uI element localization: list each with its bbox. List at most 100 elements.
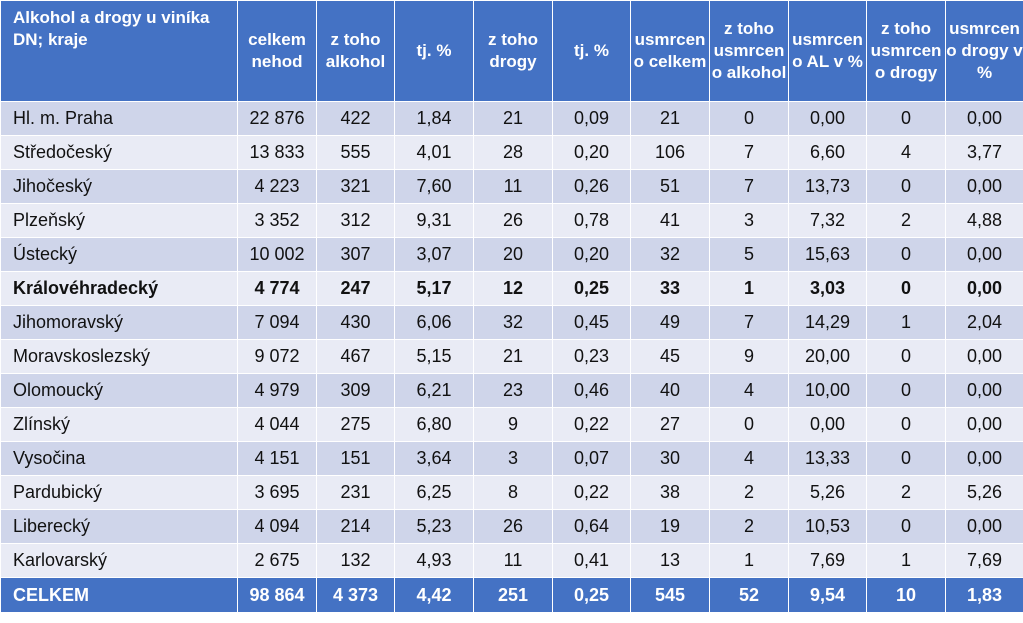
cell-killed-drugs-pct: 2,04 [945, 305, 1023, 340]
cell-drugs-pct: 0,25 [552, 271, 631, 306]
cell-total-accidents: 13 833 [237, 135, 317, 170]
cell-drugs-pct: 0,20 [552, 135, 631, 170]
header-alcohol-pct: tj. % [394, 0, 474, 102]
cell-killed-drugs: 1 [866, 305, 946, 340]
cell-total-accidents: 4 151 [237, 441, 317, 476]
cell-alcohol-pct: 5,15 [394, 339, 474, 374]
cell-killed-drugs: 1 [866, 543, 946, 578]
cell-killed-drugs: 0 [866, 509, 946, 544]
total-alcohol-pct: 4,42 [394, 577, 474, 613]
cell-killed-drugs-pct: 0,00 [945, 509, 1023, 544]
cell-drugs-pct: 0,23 [552, 339, 631, 374]
header-alcohol: z toho alkohol [316, 0, 395, 102]
total-region: CELKEM [0, 577, 238, 613]
cell-killed-drugs-pct: 0,00 [945, 271, 1023, 306]
cell-killed-drugs-pct: 0,00 [945, 441, 1023, 476]
cell-killed-drugs-pct: 0,00 [945, 373, 1023, 408]
cell-total-accidents: 4 094 [237, 509, 317, 544]
cell-drugs: 8 [473, 475, 553, 510]
cell-drugs-pct: 0,64 [552, 509, 631, 544]
cell-alcohol: 422 [316, 101, 395, 136]
cell-alcohol: 312 [316, 203, 395, 238]
cell-killed-total: 40 [630, 373, 710, 408]
cell-killed-drugs: 0 [866, 441, 946, 476]
cell-alcohol: 467 [316, 339, 395, 374]
cell-killed-alcohol-pct: 13,73 [788, 169, 867, 204]
cell-killed-alcohol: 0 [709, 407, 789, 442]
cell-region: Ústecký [0, 237, 238, 272]
table-row: Královéhradecký 4 774 247 5,17 12 0,25 33 1 3,03… [0, 271, 1023, 306]
header-killed-drugs: z toho usmrcen o drogy [866, 0, 946, 102]
cell-alcohol-pct: 3,64 [394, 441, 474, 476]
cell-alcohol-pct: 5,17 [394, 271, 474, 306]
cell-killed-drugs: 0 [866, 407, 946, 442]
cell-drugs: 20 [473, 237, 553, 272]
cell-killed-total: 19 [630, 509, 710, 544]
cell-region: Moravskoslezský [0, 339, 238, 374]
cell-region: Středočeský [0, 135, 238, 170]
cell-drugs: 11 [473, 169, 553, 204]
header-killed-alcohol: z toho usmrcen o alkohol [709, 0, 789, 102]
total-row: CELKEM 98 864 4 373 4,42 251 0,25 545 52 9,54 10 1… [0, 577, 1023, 613]
cell-drugs-pct: 0,22 [552, 407, 631, 442]
cell-killed-alcohol: 7 [709, 169, 789, 204]
cell-killed-drugs: 2 [866, 475, 946, 510]
cell-drugs: 21 [473, 339, 553, 374]
table-row: Moravskoslezský 9 072 467 5,15 21 0,23 45 9 20,0… [0, 339, 1023, 374]
cell-alcohol: 151 [316, 441, 395, 476]
cell-killed-total: 32 [630, 237, 710, 272]
cell-drugs: 11 [473, 543, 553, 578]
total-alcohol: 4 373 [316, 577, 395, 613]
cell-region: Jihočeský [0, 169, 238, 204]
cell-killed-alcohol-pct: 20,00 [788, 339, 867, 374]
cell-killed-alcohol-pct: 5,26 [788, 475, 867, 510]
header-killed-alcohol-pct: usmrcen o AL v % [788, 0, 867, 102]
cell-alcohol: 309 [316, 373, 395, 408]
cell-killed-alcohol: 2 [709, 475, 789, 510]
cell-killed-total: 106 [630, 135, 710, 170]
cell-drugs: 21 [473, 101, 553, 136]
cell-drugs-pct: 0,26 [552, 169, 631, 204]
cell-region: Olomoucký [0, 373, 238, 408]
cell-alcohol: 231 [316, 475, 395, 510]
cell-killed-alcohol-pct: 7,69 [788, 543, 867, 578]
cell-killed-drugs: 0 [866, 339, 946, 374]
cell-killed-alcohol-pct: 15,63 [788, 237, 867, 272]
cell-killed-alcohol: 3 [709, 203, 789, 238]
cell-killed-alcohol-pct: 0,00 [788, 101, 867, 136]
cell-killed-total: 41 [630, 203, 710, 238]
header-killed-drugs-pct: usmrcen o drogy v % [945, 0, 1023, 102]
cell-killed-total: 51 [630, 169, 710, 204]
cell-region: Zlínský [0, 407, 238, 442]
cell-drugs: 9 [473, 407, 553, 442]
table-row: Liberecký 4 094 214 5,23 26 0,64 19 2 10,53 0 0,00 [0, 509, 1023, 544]
cell-killed-alcohol: 5 [709, 237, 789, 272]
cell-killed-drugs: 2 [866, 203, 946, 238]
cell-alcohol: 321 [316, 169, 395, 204]
cell-killed-alcohol: 1 [709, 543, 789, 578]
cell-drugs-pct: 0,46 [552, 373, 631, 408]
cell-killed-drugs: 0 [866, 237, 946, 272]
cell-killed-alcohol-pct: 10,00 [788, 373, 867, 408]
cell-killed-drugs-pct: 3,77 [945, 135, 1023, 170]
cell-killed-total: 27 [630, 407, 710, 442]
header-total-accidents: celkem nehod [237, 0, 317, 102]
total-total-accidents: 98 864 [237, 577, 317, 613]
cell-alcohol: 307 [316, 237, 395, 272]
cell-killed-drugs-pct: 0,00 [945, 101, 1023, 136]
cell-total-accidents: 9 072 [237, 339, 317, 374]
cell-alcohol-pct: 1,84 [394, 101, 474, 136]
table-row: Středočeský 13 833 555 4,01 28 0,20 106 7 6,60 4 3… [0, 135, 1023, 170]
cell-region: Plzeňský [0, 203, 238, 238]
cell-killed-alcohol-pct: 0,00 [788, 407, 867, 442]
cell-killed-drugs-pct: 0,00 [945, 407, 1023, 442]
table-body: Hl. m. Praha 22 876 422 1,84 21 0,09 21 0 0,00 0 0… [0, 101, 1023, 578]
cell-drugs: 3 [473, 441, 553, 476]
cell-total-accidents: 4 979 [237, 373, 317, 408]
cell-alcohol: 214 [316, 509, 395, 544]
cell-killed-total: 30 [630, 441, 710, 476]
total-drugs-pct: 0,25 [552, 577, 631, 613]
cell-killed-alcohol-pct: 13,33 [788, 441, 867, 476]
table-row: Hl. m. Praha 22 876 422 1,84 21 0,09 21 0 0,00 0 0… [0, 101, 1023, 136]
